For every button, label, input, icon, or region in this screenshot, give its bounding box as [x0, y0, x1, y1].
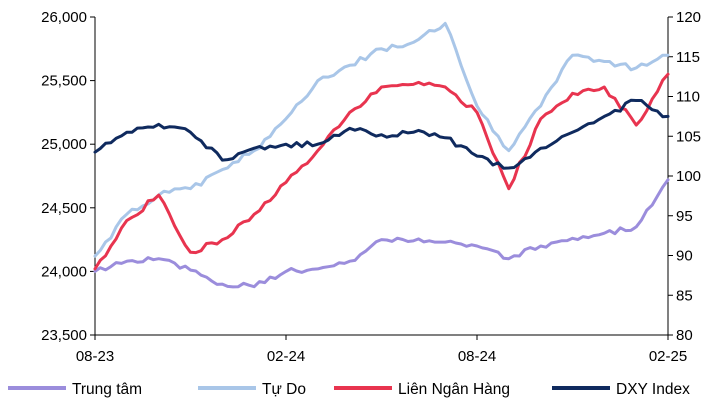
x-tick-label: 02-25: [649, 348, 687, 365]
series-line-0: [93, 178, 670, 289]
y-right-tick-label: 120: [676, 9, 701, 26]
y-left-tick-label: 24,000: [41, 263, 87, 280]
y-left-tick-label: 25,500: [41, 73, 87, 90]
y-left-tick-label: 26,000: [41, 9, 87, 26]
series-lines: [93, 21, 670, 289]
axes: [90, 16, 673, 340]
y-left-tick-label: 23,500: [41, 327, 87, 344]
y-right-tick-label: 100: [676, 168, 701, 185]
legend: Trung tâm Tự Do Liên Ngân Hàng DXY Index: [8, 381, 690, 398]
legend-item: Tự Do: [198, 381, 306, 398]
y-right-tick-label: 80: [676, 327, 693, 344]
series-line-3: [93, 98, 670, 170]
legend-item: DXY Index: [552, 381, 690, 398]
x-tick-label: 08-23: [76, 348, 114, 365]
legend-item: Trung tâm: [8, 381, 142, 398]
tick-labels: 23,500 24,000 24,500 25,000 25,500 26,000 80 85…: [41, 9, 701, 365]
legend-label: Trung tâm: [72, 381, 142, 398]
y-right-tick-label: 105: [676, 128, 701, 145]
legend-label: DXY Index: [616, 381, 690, 398]
y-left-tick-label: 24,500: [41, 200, 87, 217]
y-right-tick-label: 110: [676, 89, 700, 106]
y-left-tick-label: 25,000: [41, 136, 87, 153]
y-right-tick-label: 115: [676, 49, 700, 66]
series-line-1: [93, 21, 670, 258]
y-right-tick-label: 85: [676, 287, 693, 304]
y-right-tick-label: 90: [676, 248, 693, 265]
legend-label: Tự Do: [262, 381, 306, 398]
y-right-tick-label: 95: [676, 208, 693, 225]
series-line-2: [93, 72, 670, 271]
x-tick-label: 02-24: [267, 348, 305, 365]
x-tick-label: 08-24: [458, 348, 496, 365]
legend-item: Liên Ngân Hàng: [334, 381, 510, 398]
legend-label: Liên Ngân Hàng: [398, 381, 510, 398]
